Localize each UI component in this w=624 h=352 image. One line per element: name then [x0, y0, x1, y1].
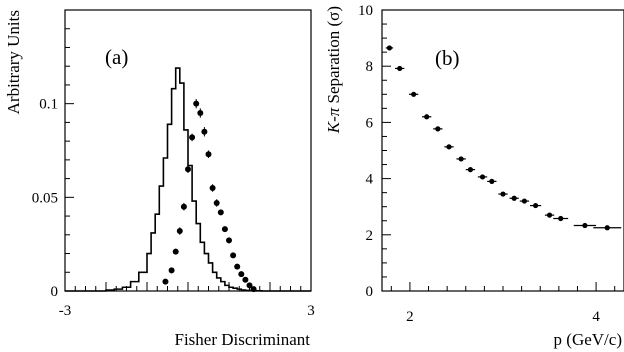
panel-a-y-tick-labels: 0 0.05 0.1 — [32, 97, 58, 300]
y-title-k: K — [324, 120, 343, 134]
a-data-point — [162, 278, 169, 285]
a-y-tick-label: 0.1 — [39, 97, 58, 113]
b-data-point — [411, 91, 417, 97]
a-data-point — [242, 276, 249, 283]
a-x-tick-label: 3 — [307, 303, 315, 319]
b-data-point — [446, 144, 452, 150]
a-data-point — [217, 209, 224, 216]
panel-b-y-tick-labels: 0 2 4 6 8 10 — [358, 3, 374, 300]
b-data-point — [386, 45, 393, 51]
b-data-point — [479, 174, 486, 180]
b-data-point — [558, 215, 564, 222]
panel-a-label: (a) — [105, 45, 128, 69]
a-y-tick-label: 0 — [51, 284, 59, 300]
b-data-point — [397, 65, 403, 72]
b-y-tick-label: 4 — [366, 172, 374, 188]
a-data-point — [168, 267, 175, 274]
b-y-tick-label: 10 — [358, 3, 373, 19]
b-y-tick-label: 0 — [366, 284, 374, 300]
a-data-point — [176, 228, 183, 235]
b-data-point — [467, 167, 474, 173]
y-title-close: ) — [324, 6, 343, 12]
b-data-point — [489, 178, 495, 185]
a-data-point — [201, 128, 208, 135]
a-data-point — [250, 286, 257, 293]
a-data-point — [246, 282, 253, 289]
y-title-pi: π — [324, 107, 343, 116]
panel-b-frame — [381, 9, 624, 292]
b-data-point — [458, 156, 464, 162]
a-data-point — [205, 151, 212, 158]
a-data-point — [221, 226, 228, 233]
panel-a-x-axis-title: Fisher Discriminant — [174, 330, 310, 349]
b-data-point — [604, 225, 610, 231]
y-title-dash: - — [324, 116, 343, 122]
panel-a-histogram — [65, 67, 311, 292]
panel-a: -3 3 0 0.05 0.1 (a) Fisher Discriminant Arb… — [4, 9, 315, 349]
a-data-point — [213, 199, 220, 206]
b-data-point — [582, 222, 588, 229]
y-title-sigma: σ — [324, 12, 343, 21]
panel-b-x-axis-title: p (GeV/c) — [554, 330, 622, 349]
a-data-point — [185, 166, 191, 173]
b-data-point — [521, 198, 528, 204]
panel-b-ticks — [382, 9, 616, 292]
b-x-tick-label: 4 — [592, 309, 600, 325]
b-x-tick-label: 2 — [406, 309, 414, 325]
b-data-point — [500, 191, 506, 197]
a-y-tick-label: 0.05 — [32, 190, 58, 206]
panel-b-y-axis-title: K-π Separation (σ) — [324, 6, 343, 134]
a-data-point — [180, 203, 187, 210]
a-data-point — [226, 237, 232, 244]
panel-b-label: (b) — [435, 46, 460, 70]
b-data-point — [532, 202, 539, 209]
a-data-point — [172, 248, 179, 255]
a-data-point — [230, 252, 237, 259]
a-data-point — [238, 271, 245, 278]
b-y-tick-label: 6 — [366, 115, 374, 131]
b-y-tick-label: 2 — [366, 228, 374, 244]
b-data-point — [424, 114, 430, 120]
b-data-point — [435, 126, 441, 132]
panel-b-points — [385, 45, 622, 231]
a-data-point — [197, 110, 204, 117]
a-data-point — [193, 100, 200, 107]
a-data-point — [234, 263, 241, 270]
panel-a-points — [162, 98, 257, 293]
histogram-line — [65, 67, 311, 292]
a-x-tick-label: -3 — [59, 303, 72, 319]
b-data-point — [511, 195, 517, 201]
panel-a-x-tick-labels: -3 3 — [59, 303, 315, 319]
a-data-point — [189, 134, 196, 141]
panel-a-y-axis-title: Arbitrary Units — [4, 10, 23, 114]
b-data-point — [546, 212, 553, 218]
a-data-point — [209, 184, 216, 191]
y-title-text: Separation ( — [324, 21, 343, 108]
b-y-tick-label: 8 — [366, 59, 374, 75]
